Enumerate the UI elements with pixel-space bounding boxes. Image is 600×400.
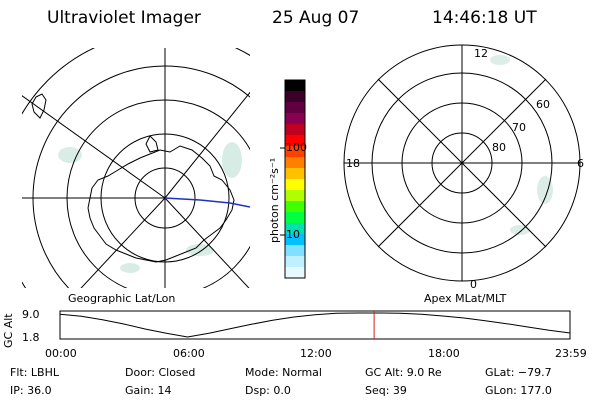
colorbar-band <box>285 113 305 125</box>
mode-info: Mode: Normal <box>245 366 322 379</box>
date-label: 25 Aug 07 <box>272 8 360 28</box>
mlat-label-70: 70 <box>512 121 526 134</box>
colorbar-band <box>285 223 305 235</box>
colorbar-band <box>285 267 305 279</box>
glat-info: GLat: −79.7 <box>485 366 552 379</box>
gc-alt-info: GC Alt: 9.0 Re <box>365 366 442 379</box>
filter-info: Flt: LBHL <box>10 366 59 379</box>
timeline-ylabel: GC Alt <box>2 313 15 348</box>
colorbar-band <box>285 201 305 213</box>
glon-info: GLon: 177.0 <box>485 384 552 397</box>
ground-track <box>164 197 250 208</box>
colorbar-band <box>285 234 305 246</box>
colorbar-band <box>285 157 305 169</box>
colorbar-band <box>285 168 305 180</box>
antarctica-outline <box>87 145 235 263</box>
xtick-2: 12:00 <box>300 347 332 360</box>
colorbar-band <box>285 256 305 268</box>
magnetic-polar-plot <box>343 44 581 282</box>
timeline-ytick-bottom: 1.8 <box>22 331 40 344</box>
mlt-label-0: 0 <box>470 278 477 291</box>
ip-info: IP: 36.0 <box>10 384 52 397</box>
door-info: Door: Closed <box>125 366 196 379</box>
instrument-title: Ultraviolet Imager <box>47 8 201 28</box>
dsp-info: Dsp: 0.0 <box>245 384 291 397</box>
colorbar-band <box>285 212 305 224</box>
xtick-4: 23:59 <box>555 347 587 360</box>
colorbar-tick-100: 100 <box>286 141 307 154</box>
colorbar-band <box>285 179 305 191</box>
xtick-3: 18:00 <box>428 347 460 360</box>
geographic-label: Geographic Lat/Lon <box>68 292 176 305</box>
altitude-curve <box>59 312 571 338</box>
geographic-map <box>22 48 250 288</box>
mlt-label-6: 6 <box>577 157 584 170</box>
colorbar-band <box>285 135 305 147</box>
aurora-glow <box>58 142 242 273</box>
colorbar-band <box>285 80 305 92</box>
colorbar-band <box>285 245 305 257</box>
xtick-1: 06:00 <box>173 347 205 360</box>
colorbar-band <box>285 124 305 136</box>
apex-label: Apex MLat/MLT <box>424 292 507 305</box>
time-label: 14:46:18 UT <box>432 8 537 28</box>
mlt-label-12: 12 <box>474 47 488 60</box>
colorbar-band <box>285 91 305 103</box>
xtick-0: 00:00 <box>45 347 77 360</box>
colorbar-tick-10: 10 <box>286 228 300 241</box>
mlt-lines <box>344 45 580 281</box>
timeline-ytick-top: 9.0 <box>22 308 40 321</box>
gain-info: Gain: 14 <box>125 384 172 397</box>
seq-info: Seq: 39 <box>365 384 407 397</box>
mlat-label-60: 60 <box>536 98 550 111</box>
mlt-label-18: 18 <box>346 157 360 170</box>
colorbar-band <box>285 146 305 158</box>
altitude-timeline <box>59 310 571 340</box>
colorbar-band <box>285 190 305 202</box>
colorbar: photon cm⁻²s⁻¹ <box>268 79 306 279</box>
landmass-outline <box>31 93 47 119</box>
colorbar-gradient <box>285 80 305 279</box>
colorbar-band <box>285 102 305 114</box>
colorbar-unit-label: photon cm⁻²s⁻¹ <box>268 158 281 243</box>
mlat-label-80: 80 <box>492 141 506 154</box>
meridian-lines <box>22 48 250 288</box>
